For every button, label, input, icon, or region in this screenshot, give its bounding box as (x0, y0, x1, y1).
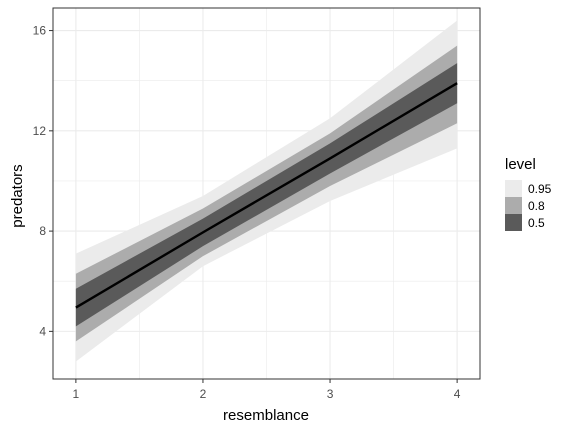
x-tick-label: 3 (327, 387, 334, 401)
legend-label-0.95: 0.95 (528, 182, 552, 196)
panel-border (52, 7, 481, 380)
legend-title: level (505, 156, 536, 173)
legend-label-0.8: 0.8 (528, 199, 545, 213)
x-tick-label: 2 (200, 387, 207, 401)
y-tick-label: 4 (39, 324, 46, 338)
y-tick-label: 8 (39, 224, 46, 238)
x-tick-label: 1 (73, 387, 80, 401)
y-tick-label: 16 (33, 24, 47, 38)
legend-key-0.8 (505, 197, 522, 214)
legend-key-0.95 (505, 180, 522, 197)
y-tick-label: 12 (33, 124, 47, 138)
x-tick-label: 4 (454, 387, 461, 401)
fit-line (75, 82, 458, 309)
fit-line-path (75, 82, 458, 309)
legend: level 0.95 0.8 0.5 (505, 156, 552, 231)
legend-key-0.5 (505, 214, 522, 231)
legend-label-0.5: 0.5 (528, 216, 545, 230)
x-axis-title: resemblance (223, 407, 309, 424)
y-axis-title: predators (9, 164, 26, 227)
